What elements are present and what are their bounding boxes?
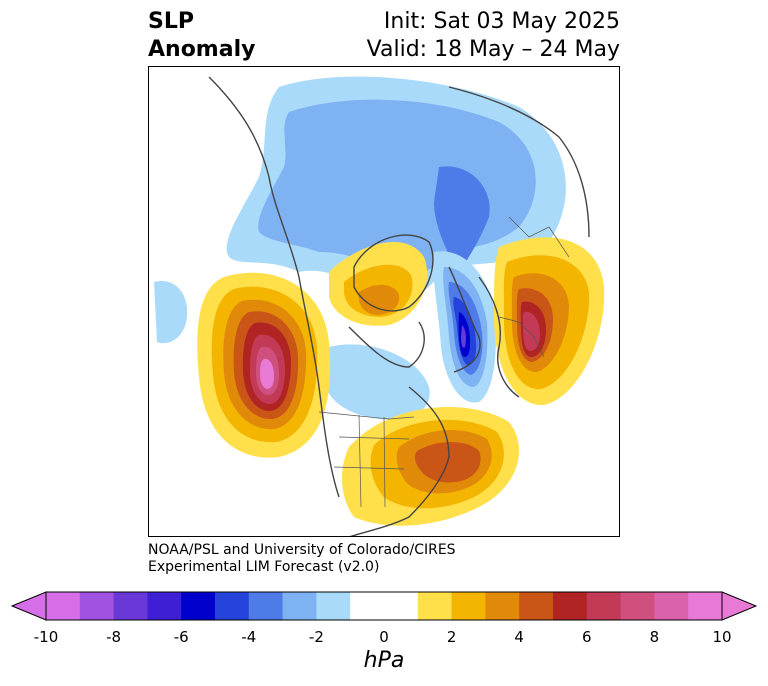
colorbar-tick-label: 2: [446, 628, 457, 646]
contour-neg-3: [434, 166, 490, 272]
colorbar-bin: [46, 592, 81, 620]
colorbar-tick-label: 6: [582, 628, 592, 646]
border-us-canada: [318, 411, 415, 420]
contour-pos-greenland-3: [358, 284, 400, 315]
colorbar-unit-label: hPa: [363, 648, 405, 673]
colorbar-tick-label: -10: [33, 628, 59, 646]
colorbar-tick-label: 4: [514, 628, 524, 646]
colorbar-bin: [350, 592, 385, 620]
colorbar-bin: [688, 592, 723, 620]
map-panel: [148, 66, 620, 537]
coastlines: [208, 76, 590, 536]
colorbar-bin: [586, 592, 622, 620]
colorbar-bin: [113, 592, 148, 620]
colorbar-bin: [384, 592, 419, 620]
coastline-europe: [478, 276, 520, 398]
coastline-scandinavia: [448, 266, 481, 373]
colorbar-bin: [215, 592, 250, 620]
colorbar-extend-high: [721, 591, 758, 621]
coastline-siberia: [448, 86, 590, 238]
colorbar-extend-low: [10, 591, 47, 621]
colorbar-tick-label: -2: [308, 628, 324, 646]
valid-range: Valid: 18 May – 24 May: [366, 37, 620, 62]
coastline-hudson-bay: [348, 321, 425, 368]
forecast-dates: Init: Sat 03 May 2025 Valid: 18 May – 24…: [367, 8, 620, 64]
border-europe: [498, 316, 545, 358]
colorbar-outline: [45, 591, 723, 621]
title-line-slp: SLP: [148, 9, 194, 34]
colorbar-bin: [553, 592, 588, 620]
contour-neg-canada: [322, 344, 430, 420]
coastline-alaska: [208, 76, 300, 278]
credit-text: NOAA/PSL and University of Colorado/CIRE…: [148, 542, 456, 576]
colorbar-bin: [282, 592, 317, 620]
negative-anomaly-region: [154, 76, 566, 420]
colorbar-bin: [519, 592, 554, 620]
border-asia: [508, 216, 570, 258]
positive-anomaly-region: [197, 237, 605, 526]
coastline-east-north-america: [349, 386, 450, 536]
title-line-anomaly: Anomaly: [148, 37, 256, 62]
colorbar-bin: [181, 592, 216, 620]
map-title: SLP Anomaly: [148, 8, 255, 64]
colorbar-tick-label: -4: [241, 628, 257, 646]
colorbar-tick-label: 10: [712, 628, 732, 646]
colorbar-bin: [79, 592, 115, 620]
colorbar-tick-label: -6: [173, 628, 189, 646]
colorbar: [10, 591, 758, 621]
colorbar-bin: [417, 592, 453, 620]
border-us-states: [333, 414, 410, 508]
contour-pos-pacific-core: [260, 358, 274, 389]
contour-pos-russia-core: [522, 311, 540, 351]
colorbar-bin: [620, 592, 655, 620]
colorbar-tick-label: 8: [649, 628, 660, 646]
slp-anomaly-map: [154, 76, 605, 536]
colorbar-bin: [485, 592, 520, 620]
colorbar-bin: [316, 592, 351, 620]
init-date: Init: Sat 03 May 2025: [383, 9, 620, 34]
contour-neg-blob-west: [154, 281, 188, 344]
colorbar-bin: [147, 592, 182, 620]
credit-line-2: Experimental LIM Forecast (v2.0): [148, 559, 380, 575]
coastline-west-north-america: [298, 276, 340, 498]
colorbar-tick-label: 0: [379, 628, 389, 646]
political-borders: [318, 216, 570, 508]
colorbar-bin: [654, 592, 689, 620]
contour-neg-low-center: [461, 325, 466, 348]
colorbar-bin: [248, 592, 284, 620]
colorbar-bin: [451, 592, 486, 620]
colorbar-tick-label: -8: [106, 628, 122, 646]
credit-line-1: NOAA/PSL and University of Colorado/CIRE…: [148, 542, 456, 558]
coastline-greenland: [353, 234, 434, 312]
